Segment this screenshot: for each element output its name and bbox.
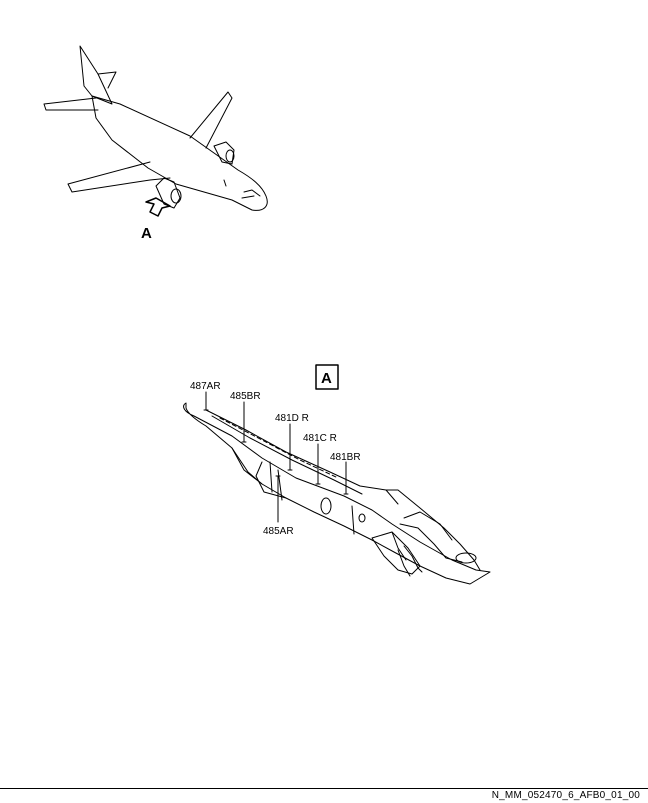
detail-view-a (183, 364, 491, 585)
callout-485BR: 485BR (230, 391, 261, 402)
footer-divider (0, 788, 648, 789)
callout-481BR: 481BR (330, 452, 361, 463)
callout-487AR: 487AR (190, 381, 221, 392)
callout-481DR: 481D R (275, 413, 309, 424)
view-arrow-label: A (141, 225, 152, 242)
callout-485AR: 485AR (263, 526, 294, 537)
callout-481CR: 481C R (303, 433, 337, 444)
aircraft-overview (43, 45, 268, 217)
figure-code: N_MM_052470_6_AFB0_01_00 (491, 790, 640, 801)
detail-box-label: A (321, 370, 332, 387)
view-arrow (145, 197, 171, 217)
detail-label-box (315, 364, 339, 390)
